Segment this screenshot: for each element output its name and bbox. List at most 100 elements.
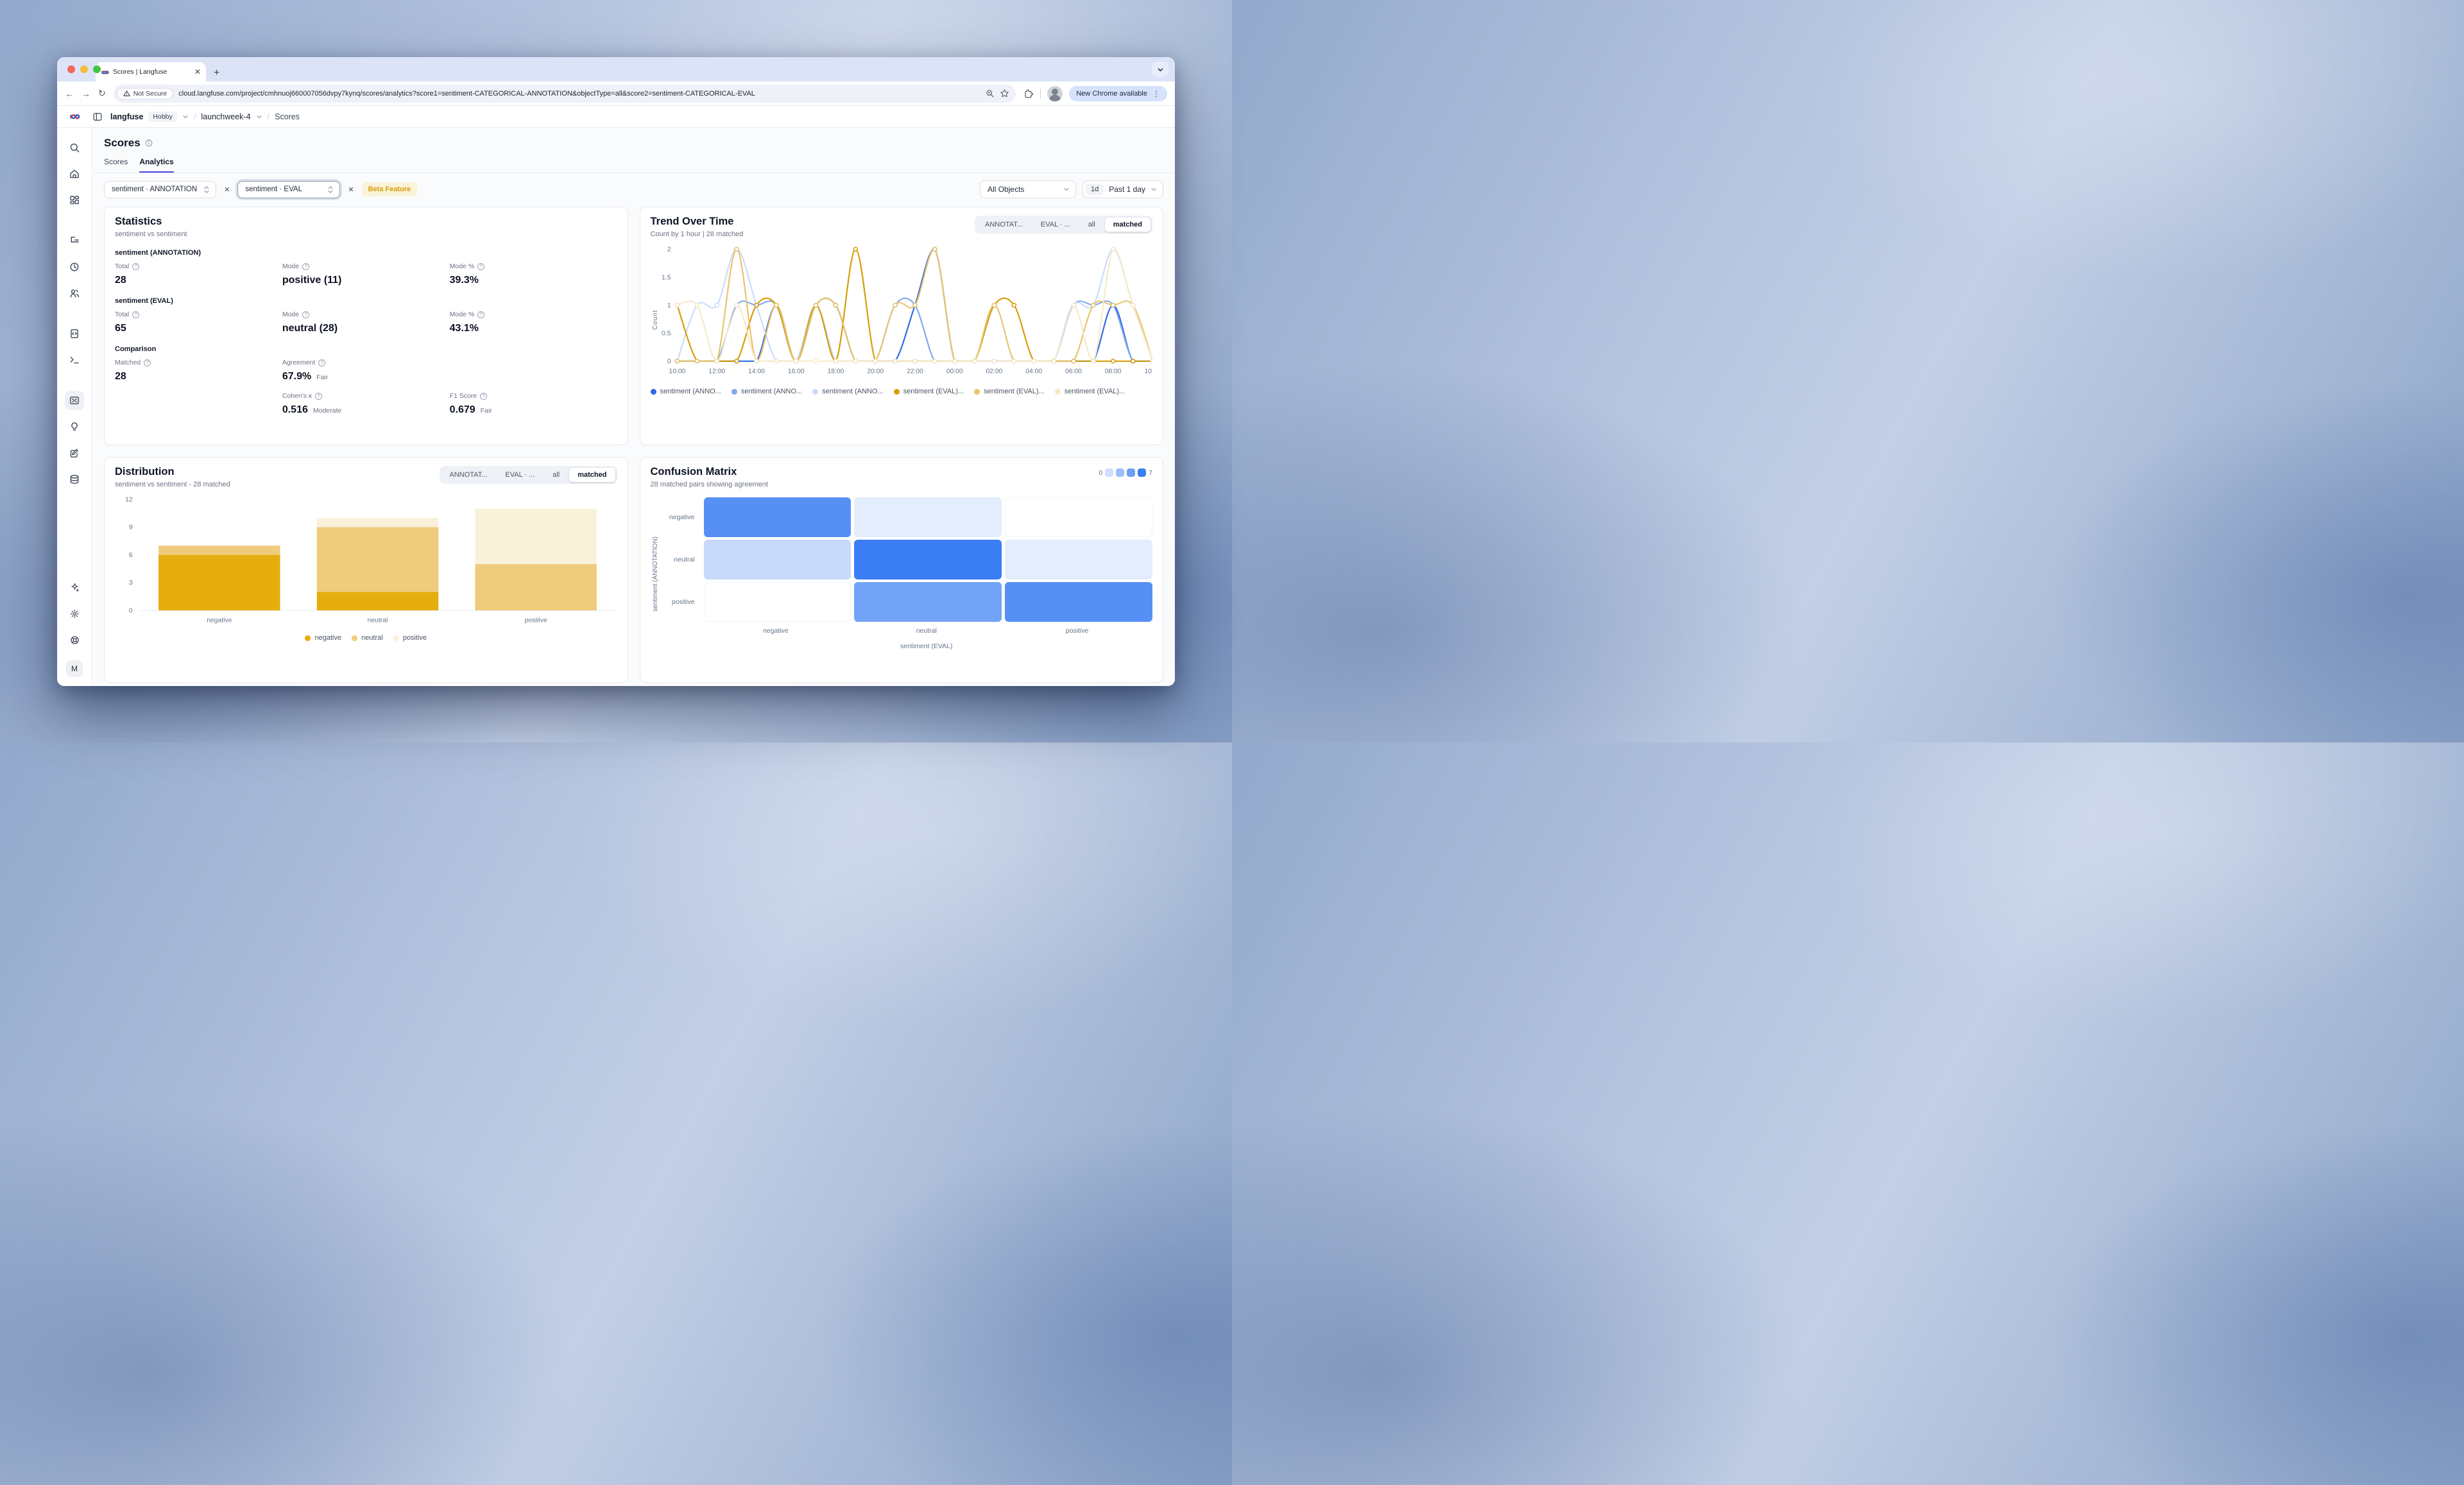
help-icon[interactable]: ? bbox=[318, 359, 326, 366]
sidebar-item-prompts[interactable] bbox=[65, 324, 84, 343]
help-icon[interactable]: ? bbox=[302, 262, 310, 270]
sidebar-item-support-lifebuoy[interactable] bbox=[65, 630, 84, 649]
help-icon[interactable]: ? bbox=[132, 262, 140, 270]
profile-avatar[interactable] bbox=[1047, 85, 1063, 101]
sidebar-item-users[interactable] bbox=[65, 284, 84, 303]
zoom-window-button[interactable] bbox=[93, 65, 101, 73]
back-icon[interactable]: ← bbox=[65, 88, 74, 99]
svg-text:2: 2 bbox=[667, 246, 671, 253]
sidebar-item-search[interactable] bbox=[65, 138, 84, 157]
svg-text:1.5: 1.5 bbox=[662, 274, 671, 281]
sidebar-item-scores[interactable] bbox=[65, 391, 84, 410]
trend-legend-item[interactable]: sentiment (EVAL)... bbox=[1054, 388, 1125, 395]
org-name[interactable]: langfuse bbox=[110, 112, 144, 121]
help-icon[interactable]: ? bbox=[302, 311, 310, 318]
tab-analytics[interactable]: Analytics bbox=[139, 157, 174, 173]
help-icon[interactable]: ? bbox=[132, 311, 140, 318]
close-window-button[interactable] bbox=[67, 65, 75, 73]
trend-legend-item[interactable]: sentiment (ANNO... bbox=[650, 388, 721, 395]
distribution-legend-item[interactable]: negative bbox=[305, 634, 341, 642]
trend-legend-item[interactable]: sentiment (EVAL)... bbox=[893, 388, 964, 395]
matrix-cell[interactable] bbox=[703, 540, 851, 579]
trend-legend-item[interactable]: sentiment (ANNO... bbox=[812, 388, 884, 395]
forward-icon[interactable]: → bbox=[81, 88, 90, 99]
metric-value-text: 39.3% bbox=[449, 275, 479, 286]
page-title: Scores bbox=[104, 137, 141, 149]
distribution-segment[interactable]: ANNOTAT... bbox=[449, 471, 488, 479]
distribution-segment[interactable]: all bbox=[552, 471, 560, 479]
bookmark-star-icon[interactable] bbox=[1000, 89, 1009, 98]
help-icon[interactable]: ? bbox=[315, 392, 323, 400]
help-icon[interactable]: ? bbox=[144, 359, 151, 366]
clear-score1-icon[interactable]: ✕ bbox=[224, 185, 230, 194]
distribution-segment[interactable]: matched bbox=[569, 468, 615, 482]
sidebar-item-annotation-clipboard[interactable] bbox=[65, 443, 84, 463]
help-icon[interactable]: ? bbox=[480, 392, 488, 400]
matrix-cell[interactable] bbox=[703, 582, 851, 622]
new-tab-button[interactable]: + bbox=[214, 67, 220, 78]
address-bar[interactable]: Not Secure cloud.langfuse.com/project/cm… bbox=[113, 84, 1016, 103]
zoom-page-icon[interactable] bbox=[986, 89, 995, 98]
confusion-ylabel: sentiment (ANNOTATION) bbox=[652, 536, 659, 612]
matrix-cell[interactable] bbox=[1005, 497, 1152, 537]
panel-toggle-icon[interactable] bbox=[92, 112, 103, 122]
tab-close-icon[interactable]: ✕ bbox=[194, 67, 201, 76]
svg-text:18:00: 18:00 bbox=[827, 368, 844, 375]
langfuse-logo[interactable] bbox=[69, 111, 80, 122]
trend-segment[interactable]: matched bbox=[1104, 218, 1151, 232]
matrix-cell[interactable] bbox=[703, 497, 851, 537]
breadcrumb: langfuse Hobby / launchweek-4 / Scores bbox=[110, 111, 300, 122]
extensions-icon[interactable] bbox=[1023, 89, 1034, 99]
matrix-cell[interactable] bbox=[854, 582, 1002, 622]
sidebar-item-settings-gear[interactable] bbox=[65, 604, 84, 623]
matrix-cell[interactable] bbox=[854, 540, 1002, 579]
distribution-legend-item[interactable]: neutral bbox=[352, 634, 383, 642]
chrome-update-button[interactable]: New Chrome available ⋮ bbox=[1069, 85, 1167, 101]
distribution-segment[interactable]: EVAL · ... bbox=[505, 471, 535, 479]
sidebar-item-dashboard[interactable] bbox=[65, 191, 84, 210]
object-type-select[interactable]: All Objects bbox=[980, 180, 1077, 198]
user-avatar[interactable]: M bbox=[66, 660, 83, 677]
matrix-cell[interactable] bbox=[854, 497, 1002, 537]
distribution-legend-item[interactable]: positive bbox=[393, 634, 427, 642]
trend-segment[interactable]: all bbox=[1088, 221, 1095, 228]
kebab-menu-icon[interactable]: ⋮ bbox=[1152, 89, 1160, 98]
chevron-down-icon[interactable] bbox=[182, 114, 189, 120]
matrix-cell[interactable] bbox=[1005, 540, 1152, 579]
trend-segment[interactable]: ANNOTAT... bbox=[985, 221, 1023, 228]
info-icon[interactable] bbox=[145, 139, 153, 147]
trend-legend-item[interactable]: sentiment (ANNO... bbox=[731, 388, 802, 395]
help-icon[interactable]: ? bbox=[477, 262, 485, 270]
stats-metric-label: F1 Score? bbox=[450, 392, 617, 400]
stats-metric-value: 28 bbox=[115, 371, 282, 382]
svg-text:positive: positive bbox=[525, 617, 547, 624]
tab-favicon bbox=[101, 70, 109, 74]
project-name[interactable]: launchweek-4 bbox=[201, 112, 251, 121]
sidebar-item-tracing[interactable] bbox=[65, 231, 84, 250]
tab-search-button[interactable] bbox=[1152, 62, 1168, 77]
trend-line-chart[interactable]: 0 0.5 1 1.5 2 10:00 12:00 14:00 16:00 18:00 20:00 2… bbox=[651, 242, 1161, 382]
matrix-cell[interactable] bbox=[1005, 582, 1152, 622]
browser-tab[interactable]: Scores | Langfuse ✕ bbox=[96, 62, 206, 82]
reload-icon[interactable]: ↻ bbox=[98, 88, 106, 98]
trend-legend-item[interactable]: sentiment (EVAL)... bbox=[974, 388, 1045, 395]
site-security-chip[interactable]: Not Secure bbox=[116, 87, 174, 99]
distribution-bar-chart[interactable]: 0 3 6 9 12 negative neutral positive bbox=[115, 492, 617, 628]
score2-select[interactable]: sentiment · EVAL bbox=[237, 180, 341, 198]
help-icon[interactable]: ? bbox=[477, 311, 485, 318]
sidebar-item-playground-terminal[interactable] bbox=[65, 350, 84, 370]
breadcrumb-page[interactable]: Scores bbox=[275, 112, 300, 121]
score1-select[interactable]: sentiment · ANNOTATION bbox=[104, 180, 217, 198]
sidebar-item-sparkle[interactable] bbox=[65, 578, 84, 597]
sidebar-item-home[interactable] bbox=[65, 164, 84, 184]
sidebar-item-sessions-clock[interactable] bbox=[65, 257, 84, 277]
sidebar-item-datasets-database[interactable] bbox=[65, 470, 84, 489]
sidebar-item-evaluator-lightbulb[interactable] bbox=[65, 417, 84, 436]
trend-segment[interactable]: EVAL · ... bbox=[1040, 221, 1070, 228]
chevron-down-icon[interactable] bbox=[256, 114, 262, 120]
date-range-select[interactable]: 1d Past 1 day bbox=[1082, 180, 1163, 198]
tab-scores[interactable]: Scores bbox=[104, 157, 128, 166]
minimize-window-button[interactable] bbox=[80, 65, 88, 73]
stats-metric-label: Cohen's κ? bbox=[282, 392, 450, 400]
clear-score2-icon[interactable]: ✕ bbox=[348, 185, 354, 194]
